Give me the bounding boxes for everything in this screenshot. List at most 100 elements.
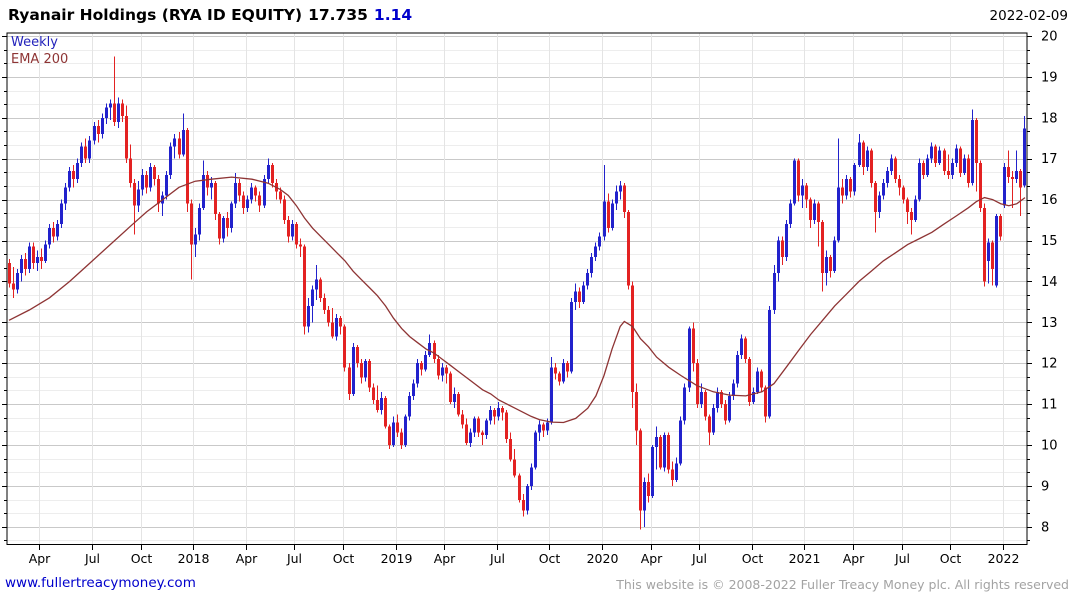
svg-text:2022: 2022 xyxy=(988,551,1020,566)
candle xyxy=(469,432,472,443)
ema-line xyxy=(8,176,1026,424)
candle xyxy=(202,175,205,208)
candle xyxy=(943,150,946,171)
candle xyxy=(396,422,399,433)
candle xyxy=(773,273,776,311)
svg-text:2019: 2019 xyxy=(381,551,413,566)
candle xyxy=(926,158,929,176)
candle xyxy=(1003,166,1006,206)
candle xyxy=(125,115,128,159)
candle xyxy=(538,424,541,433)
candle xyxy=(522,500,525,511)
candle xyxy=(558,373,561,382)
candle xyxy=(886,170,889,184)
svg-text:2021: 2021 xyxy=(789,551,821,566)
candle xyxy=(449,373,452,403)
ema-overlay-label: EMA 200 xyxy=(11,52,69,67)
svg-text:Jul: Jul xyxy=(691,551,707,566)
candle xyxy=(198,207,201,235)
candle xyxy=(736,355,739,384)
candle xyxy=(566,363,569,372)
candle xyxy=(712,408,715,433)
candle xyxy=(938,150,941,163)
candle xyxy=(955,148,958,163)
candle xyxy=(979,162,982,208)
candle xyxy=(651,447,654,497)
candle xyxy=(841,187,844,196)
candle xyxy=(194,234,197,245)
candle xyxy=(412,383,415,396)
candle xyxy=(60,203,63,225)
candle xyxy=(643,481,646,511)
candle xyxy=(303,246,306,327)
candle xyxy=(234,183,237,204)
candle xyxy=(967,158,970,184)
candle xyxy=(756,371,759,392)
candle xyxy=(700,391,703,405)
candle xyxy=(153,166,156,180)
candle xyxy=(959,148,962,174)
svg-text:11: 11 xyxy=(1041,398,1058,413)
candle xyxy=(845,179,848,196)
svg-text:Jul: Jul xyxy=(894,551,910,566)
candle xyxy=(283,199,286,221)
candle xyxy=(335,318,338,337)
candle xyxy=(647,481,650,497)
candle xyxy=(24,258,27,270)
candle xyxy=(372,387,375,401)
svg-text:Oct: Oct xyxy=(131,551,153,566)
copyright-text: This website is © 2008-2022 Fuller Treac… xyxy=(616,577,1069,592)
site-link[interactable]: www.fullertreacymoney.com xyxy=(5,575,196,591)
candle xyxy=(874,183,877,212)
candle xyxy=(457,393,460,415)
candle xyxy=(1015,170,1018,180)
candle xyxy=(384,397,387,427)
candle xyxy=(210,183,213,188)
candle xyxy=(165,175,168,196)
candle xyxy=(837,187,840,241)
candle xyxy=(339,318,342,327)
candle xyxy=(364,361,367,378)
svg-text:Jul: Jul xyxy=(84,551,100,566)
candle xyxy=(388,426,391,445)
candle xyxy=(376,400,379,411)
candle xyxy=(728,395,731,421)
instrument-name: Ryanair Holdings (RYA ID EQUITY) xyxy=(8,6,303,24)
svg-text:19: 19 xyxy=(1041,70,1058,85)
candle xyxy=(400,432,403,445)
candle xyxy=(679,420,682,464)
svg-text:Apr: Apr xyxy=(29,551,51,566)
candle xyxy=(88,140,91,159)
candle xyxy=(76,162,79,180)
candle xyxy=(797,160,800,196)
candle xyxy=(570,301,573,372)
candle xyxy=(890,158,893,171)
candle xyxy=(178,138,181,155)
candle xyxy=(793,160,796,204)
candle xyxy=(777,240,780,274)
candle xyxy=(554,367,557,374)
candle xyxy=(894,158,897,180)
candle xyxy=(659,436,662,468)
candle xyxy=(995,215,998,286)
candle xyxy=(404,416,407,445)
candle xyxy=(683,387,686,421)
candle xyxy=(307,305,310,327)
candle xyxy=(704,391,707,417)
candle xyxy=(914,199,917,221)
svg-text:2020: 2020 xyxy=(587,551,619,566)
candle xyxy=(615,191,618,204)
candle xyxy=(983,207,986,282)
candle xyxy=(740,338,743,356)
candle xyxy=(481,432,484,435)
svg-text:Jul: Jul xyxy=(286,551,302,566)
candle xyxy=(853,164,856,192)
chart-date: 2022-02-09 xyxy=(989,8,1068,24)
svg-text:9: 9 xyxy=(1041,479,1049,494)
candle xyxy=(52,228,55,237)
candle xyxy=(279,191,282,200)
x-axis-labels: Apr Jul Oct 2018 Apr Jul Oct 2019 Apr Jul Oct 2020 A… xyxy=(29,551,1020,566)
candle xyxy=(105,107,108,118)
